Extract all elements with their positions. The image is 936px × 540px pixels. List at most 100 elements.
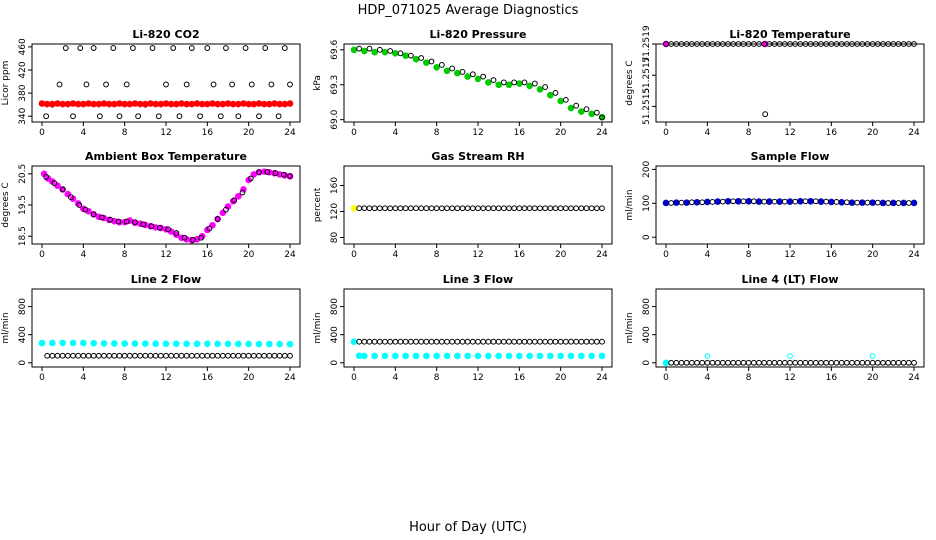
data-point (699, 199, 706, 206)
data-point (231, 197, 238, 204)
data-point (864, 359, 871, 366)
data-point (413, 338, 419, 345)
data-point (428, 205, 435, 212)
data-point (199, 352, 206, 359)
y-tick-label: 800 (330, 298, 340, 315)
data-point (459, 338, 466, 345)
data-point (147, 352, 154, 359)
data-point (266, 340, 273, 348)
data-point (480, 205, 487, 212)
x-tick-label: 4 (80, 250, 86, 260)
data-point (250, 352, 257, 359)
data-point (181, 234, 188, 241)
data-point (516, 80, 523, 87)
data-point (356, 205, 363, 212)
data-point (843, 359, 850, 366)
data-point (516, 205, 523, 212)
x-tick-label: 20 (243, 250, 255, 260)
data-point (802, 359, 809, 366)
data-point (869, 353, 876, 360)
data-point (121, 340, 128, 347)
data-point (495, 352, 502, 360)
data-point (152, 352, 159, 359)
x-tick-label: 16 (826, 128, 838, 138)
data-point (578, 352, 585, 360)
data-point (407, 205, 414, 212)
data-point (740, 198, 747, 205)
data-point (266, 352, 273, 359)
data-point (70, 352, 76, 359)
data-point (521, 79, 528, 86)
data-point (562, 96, 569, 103)
data-point (516, 338, 523, 345)
data-point (101, 352, 107, 359)
data-point (438, 338, 445, 345)
data-point (854, 199, 861, 206)
data-point (148, 223, 155, 230)
data-point (418, 55, 425, 61)
data-point (890, 359, 897, 366)
data-point (792, 198, 799, 205)
x-tick-label: 24 (908, 250, 920, 260)
x-tick-label: 4 (704, 128, 710, 138)
panel-title: Li-820 Temperature (729, 28, 850, 41)
data-point (761, 198, 768, 205)
x-tick-label: 8 (434, 373, 440, 383)
data-point (699, 359, 706, 366)
x-tick-label: 24 (908, 373, 920, 383)
data-point (444, 338, 450, 345)
y-tick-label: 460 (18, 38, 28, 55)
data-point (256, 169, 262, 176)
plot-frame (655, 43, 925, 123)
data-point (588, 205, 595, 212)
data-point (281, 45, 288, 51)
data-point (142, 352, 149, 359)
x-tick-label: 8 (122, 250, 128, 260)
data-point (371, 48, 378, 56)
data-point (132, 352, 138, 359)
data-point (77, 45, 84, 51)
y-axis-label: ml/min (313, 312, 323, 343)
data-point (557, 352, 564, 360)
data-point (536, 352, 544, 360)
y-tick-label: 80 (330, 232, 340, 244)
data-point (454, 352, 461, 360)
x-tick-label: 24 (596, 373, 608, 383)
x-tick-label: 12 (160, 373, 171, 383)
data-point (500, 338, 507, 345)
data-point (412, 55, 420, 63)
data-point (54, 352, 61, 359)
panel-title: Li-820 CO2 (132, 28, 199, 41)
data-point (407, 52, 414, 59)
data-point (750, 198, 757, 205)
data-point (49, 339, 56, 347)
panel-title: Sample Flow (751, 150, 830, 163)
data-point (464, 352, 471, 360)
data-point (485, 79, 492, 86)
data-point (526, 82, 533, 90)
data-point (155, 113, 162, 120)
data-point (818, 359, 824, 366)
x-tick-label: 20 (867, 128, 879, 138)
data-point (371, 352, 378, 360)
data-point (64, 190, 72, 198)
x-tick-label: 24 (596, 128, 608, 138)
x-tick-label: 8 (746, 128, 752, 138)
data-point (444, 205, 450, 212)
data-point (812, 198, 819, 205)
x-tick-label: 8 (122, 128, 128, 138)
x-tick-label: 4 (392, 373, 398, 383)
data-point (356, 45, 363, 52)
data-point (107, 216, 114, 223)
data-point (214, 216, 221, 222)
data-point (547, 338, 554, 345)
data-point (511, 79, 518, 86)
data-point (197, 113, 204, 120)
data-point (206, 225, 213, 232)
x-tick-label: 20 (555, 128, 567, 138)
data-point (526, 352, 533, 360)
data-point (69, 339, 77, 347)
data-point (578, 338, 585, 345)
data-point (261, 352, 268, 359)
data-point (573, 338, 580, 345)
